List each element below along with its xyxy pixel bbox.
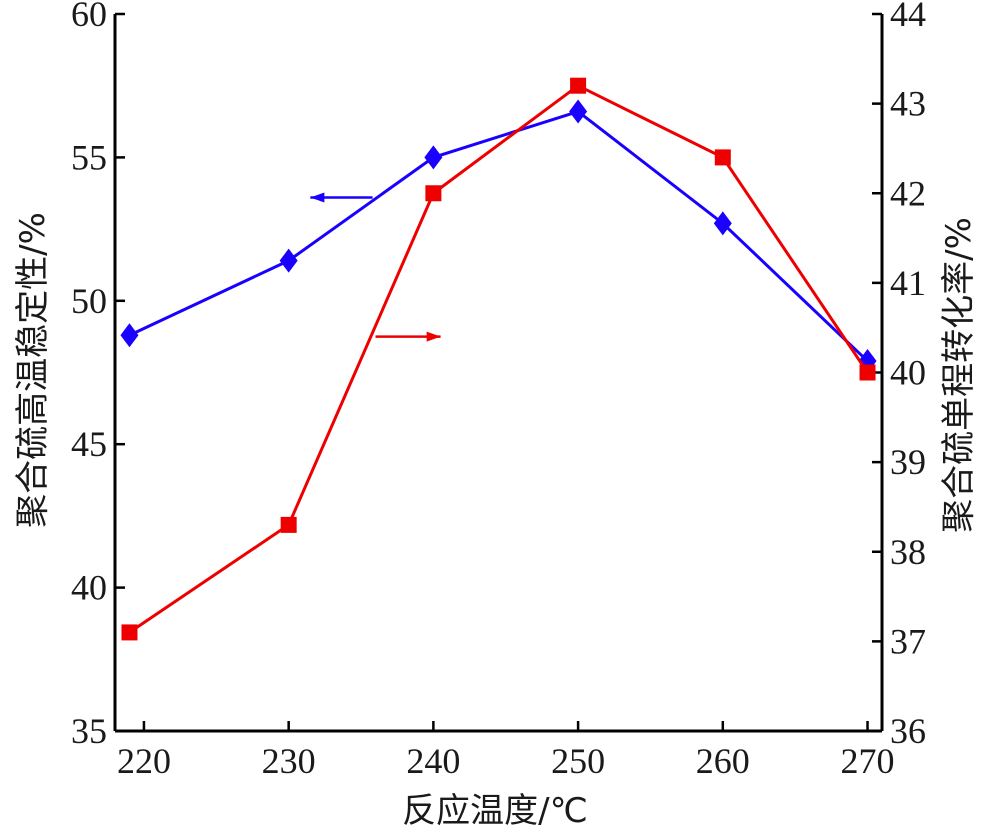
y-left-tick-label: 60 (71, 0, 107, 34)
series-2 (121, 77, 876, 641)
axes (113, 14, 884, 733)
series-1-point (279, 248, 298, 273)
annotation-arrow-right (375, 331, 441, 342)
series-layer (120, 77, 877, 641)
ticks: 35 40 45 50 55 60 36 37 38 39 40 41 42 43 44 220 230 240 2… (71, 0, 926, 781)
x-axis-title: 反应温度/℃ (402, 791, 588, 831)
arrow-head (426, 331, 441, 342)
y-right-tick-label: 40 (890, 353, 926, 393)
y-right-tick-label: 36 (890, 711, 926, 751)
x-tick-label: 250 (551, 741, 605, 781)
y-left-tick-label: 45 (71, 424, 107, 464)
x-tick-label: 220 (117, 741, 171, 781)
y-right-tick-label: 43 (890, 84, 926, 124)
series-1-point (569, 99, 588, 124)
x-tick-label: 270 (841, 741, 895, 781)
series-2-point (425, 185, 442, 202)
y-left-tick-label: 40 (71, 568, 107, 608)
series-2-point (121, 624, 138, 641)
x-tick-label: 240 (406, 741, 460, 781)
y-right-tick-label: 44 (890, 0, 926, 34)
y-left-tick-label: 35 (71, 711, 107, 751)
y-left-tick-label: 55 (71, 137, 107, 177)
annotation-layer (310, 192, 441, 342)
series-1-point (424, 145, 443, 170)
y-right-tick-label: 42 (890, 173, 926, 213)
y-left-tick-label: 50 (71, 281, 107, 321)
y-right-tick-label: 39 (890, 442, 926, 482)
y-axis-right-title: 聚合硫单程转化率/% (939, 217, 979, 533)
arrow-head (310, 192, 325, 203)
y-right-tick-label: 38 (890, 532, 926, 572)
series-2-point (859, 364, 876, 381)
y-right-tick-label: 41 (890, 263, 926, 303)
series-1-point (120, 323, 139, 348)
x-tick-label: 260 (696, 741, 750, 781)
series-1-point (713, 211, 732, 236)
x-tick-label: 230 (262, 741, 316, 781)
series-1 (120, 99, 877, 374)
series-2-point (714, 149, 731, 166)
series-1-line (128, 109, 869, 363)
annotation-arrow-left (310, 192, 373, 203)
y-axis-left-title: 聚合硫高温稳定性/% (13, 212, 53, 528)
series-2-point (570, 77, 587, 94)
y-right-tick-label: 37 (890, 621, 926, 661)
series-2-point (280, 516, 297, 533)
series-2-line (128, 83, 869, 634)
